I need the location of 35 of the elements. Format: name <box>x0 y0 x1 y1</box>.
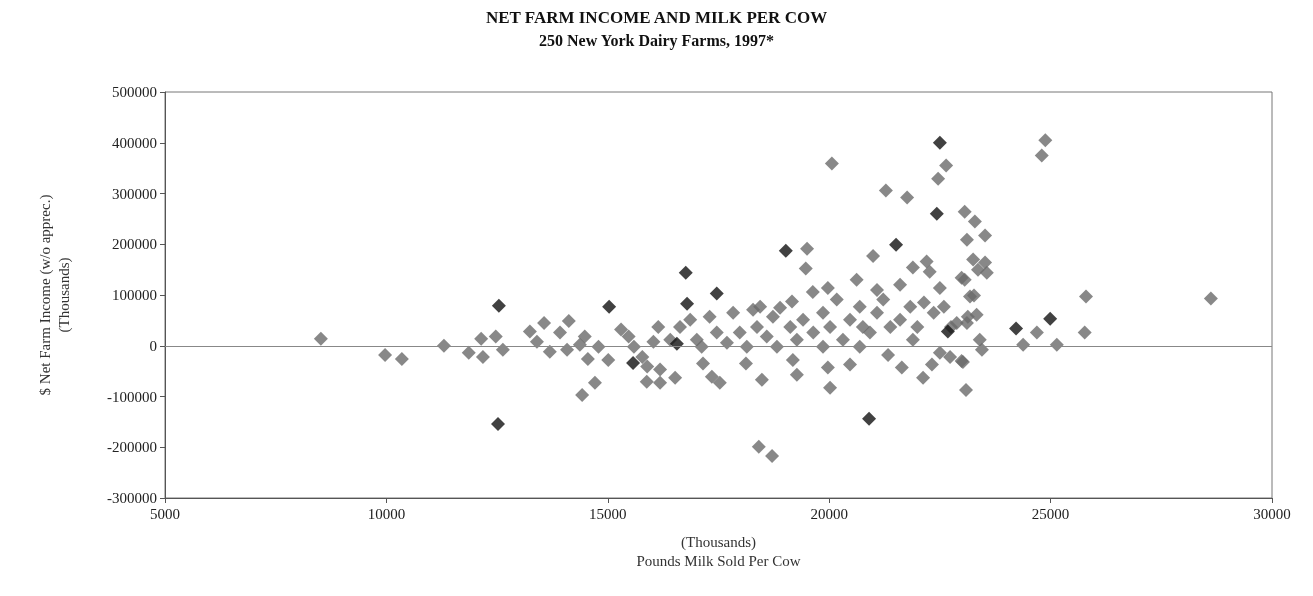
y-tick-label: 500000 <box>112 84 157 100</box>
x-tick-label: 25000 <box>1031 505 1070 522</box>
point <box>929 206 944 221</box>
y-tick-label: 100000 <box>112 287 157 303</box>
point <box>602 299 617 314</box>
point <box>626 356 641 371</box>
point <box>940 324 955 339</box>
y-axis-title: $ Net Farm Income (w/o apprec.) (Thousands) <box>36 194 73 396</box>
point <box>709 286 724 301</box>
point <box>490 416 505 431</box>
x-tick-label: 30000 <box>1253 505 1291 522</box>
x-tick-label: 20000 <box>810 505 848 522</box>
chart-subtitle: 250 New York Dairy Farms, 1997* <box>539 31 774 50</box>
point <box>889 237 904 252</box>
x-axis-title: (Thousands) Pounds Milk Sold Per Cow <box>636 533 801 569</box>
y-tick-label: 200000 <box>112 236 157 253</box>
x-tick-label: 15000 <box>589 505 627 522</box>
chart-title: NET FARM INCOME AND MILK PER COW <box>485 8 828 27</box>
point <box>491 298 506 313</box>
x-tick-label: 10000 <box>367 505 406 522</box>
y-tick-label: 400000 <box>112 134 157 151</box>
y-tick-label: 0 <box>149 337 157 354</box>
point <box>862 411 877 426</box>
y-tick-label: -300000 <box>107 490 157 506</box>
x-tick-label: 5000 <box>150 505 180 522</box>
y-tick-label: -100000 <box>107 388 157 405</box>
point <box>680 296 695 311</box>
point <box>1009 321 1024 336</box>
y-tick-label: 300000 <box>112 185 157 202</box>
y-tick-label: -200000 <box>107 439 157 456</box>
point <box>678 265 693 280</box>
point <box>932 135 947 150</box>
point <box>1043 311 1058 326</box>
point <box>778 243 793 258</box>
point <box>669 336 684 351</box>
